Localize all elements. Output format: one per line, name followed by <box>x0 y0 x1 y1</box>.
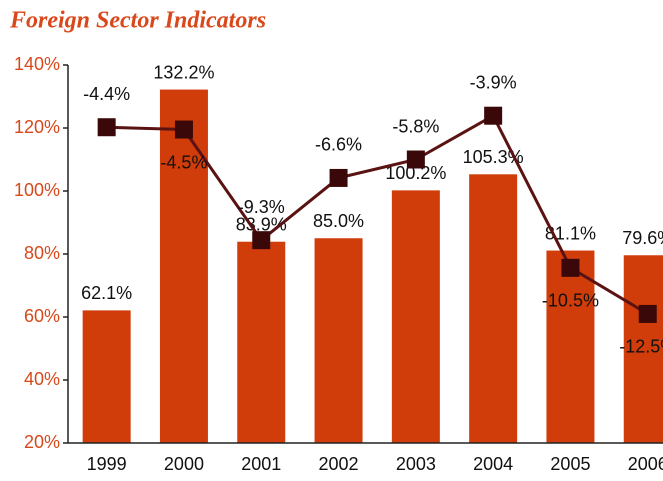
data-label: 79.6% <box>622 228 663 248</box>
bar <box>314 238 363 443</box>
marker <box>174 120 193 139</box>
x-tick-label: 2001 <box>241 454 281 474</box>
x-tick-label: 2006 <box>628 454 663 474</box>
data-label: -9.3% <box>238 197 285 217</box>
marker <box>97 118 116 137</box>
y-tick-label: 100% <box>14 180 60 200</box>
chart-title: Foreign Sector Indicators <box>9 8 266 34</box>
marker <box>252 231 271 250</box>
marker <box>329 168 348 187</box>
y-tick-label: 20% <box>24 432 60 452</box>
marker <box>406 150 425 169</box>
data-label: 132.2% <box>153 62 214 82</box>
data-label: 100.2% <box>385 163 446 183</box>
bar <box>469 174 518 443</box>
x-tick-label: 2002 <box>319 454 359 474</box>
data-label: 105.3% <box>463 147 524 167</box>
bar <box>237 241 286 443</box>
bar <box>82 310 131 443</box>
y-tick-label: 140% <box>14 54 60 74</box>
x-tick-label: 2004 <box>473 454 513 474</box>
bar <box>546 250 595 443</box>
x-tick-label: 1999 <box>87 454 127 474</box>
data-label: 62.1% <box>81 283 132 303</box>
data-label: -12.5% <box>619 337 663 357</box>
bar <box>391 190 440 443</box>
data-label: 85.0% <box>313 211 364 231</box>
marker <box>561 258 580 277</box>
marker <box>638 304 657 323</box>
y-tick-label: 80% <box>24 243 60 263</box>
data-label: -3.9% <box>470 72 517 92</box>
data-label: -6.6% <box>315 135 362 155</box>
data-label: -10.5% <box>542 291 599 311</box>
data-label: 81.1% <box>545 223 596 243</box>
x-tick-label: 2000 <box>164 454 204 474</box>
line <box>106 113 649 316</box>
bar <box>159 89 208 443</box>
x-tick-label: 2005 <box>550 454 590 474</box>
data-label: -4.4% <box>83 84 130 104</box>
y-tick-label: 40% <box>24 369 60 389</box>
y-tick-label: 120% <box>14 117 60 137</box>
data-label: -5.8% <box>392 116 439 136</box>
marker <box>484 106 503 125</box>
data-label: -4.5% <box>160 152 207 172</box>
y-tick-label: 60% <box>24 306 60 326</box>
x-tick-label: 2003 <box>396 454 436 474</box>
bar <box>623 255 663 443</box>
